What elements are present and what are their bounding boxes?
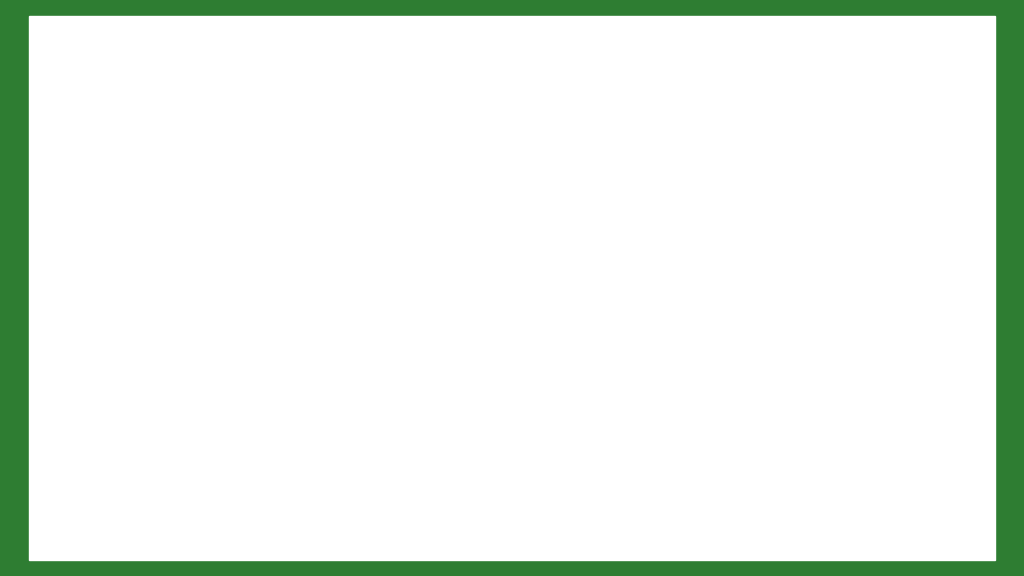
Text: Oregon Department of Education: Oregon Department of Education	[176, 487, 361, 497]
Text: 1.00: 1.00	[281, 360, 317, 378]
Text: 54%: 54%	[638, 464, 674, 479]
Text: 1.00: 1.00	[281, 295, 317, 313]
Text: $\sum FTE\ of\ Teachers\ with\ a\ Graduate\ Degree$: $\sum FTE\ of\ Teachers\ with\ a\ Gradua…	[316, 149, 733, 178]
Text: 2 (Baccalaureate Degree): 2 (Baccalaureate Degree)	[351, 392, 564, 410]
Text: 4 (Master’s Degree): 4 (Master’s Degree)	[351, 327, 516, 346]
Text: Anya: Anya	[186, 295, 227, 313]
Text: Percent with a Graduate Degree = 1.75/3.25 = 0.538 =: Percent with a Graduate Degree = 1.75/3.…	[186, 464, 638, 479]
FancyBboxPatch shape	[176, 385, 878, 417]
Text: Sylvia: Sylvia	[186, 327, 236, 346]
Text: $\sum FTE\ of\ Teachers$: $\sum FTE\ of\ Teachers$	[436, 210, 613, 239]
Text: Name: Name	[186, 263, 240, 281]
FancyBboxPatch shape	[176, 255, 878, 288]
Text: Level of Staff Education Code: Level of Staff Education Code	[351, 263, 628, 281]
Text: Total FTE = 1.00 + 0.75 + 1.00 + 0.50 = 3.25: Total FTE = 1.00 + 0.75 + 1.00 + 0.50 = …	[186, 445, 554, 460]
Text: 5 (Doctorate Degree): 5 (Doctorate Degree)	[351, 360, 528, 378]
Text: Loid: Loid	[186, 360, 220, 378]
Text: 3 (Baccalaureate Plus Additional Hours, Not a Master’s): 3 (Baccalaureate Plus Additional Hours, …	[351, 295, 812, 313]
Text: 24: 24	[863, 487, 878, 497]
Text: FTE with a Graduate Degree = 0.75 + 1.00 = 1.75: FTE with a Graduate Degree = 0.75 + 1.00…	[186, 425, 592, 440]
Text: 0.50: 0.50	[281, 392, 317, 410]
FancyBboxPatch shape	[176, 320, 878, 353]
FancyBboxPatch shape	[176, 353, 878, 385]
Text: 0.75: 0.75	[281, 327, 317, 346]
FancyBboxPatch shape	[176, 423, 611, 489]
Text: Example:: Example:	[176, 237, 260, 255]
Text: FTE: FTE	[281, 263, 314, 281]
FancyBboxPatch shape	[176, 288, 878, 320]
Text: Percent of Teachers with a Graduate Degree: Percent of Teachers with a Graduate Degr…	[176, 116, 1024, 154]
Text: Franky: Franky	[186, 392, 241, 410]
